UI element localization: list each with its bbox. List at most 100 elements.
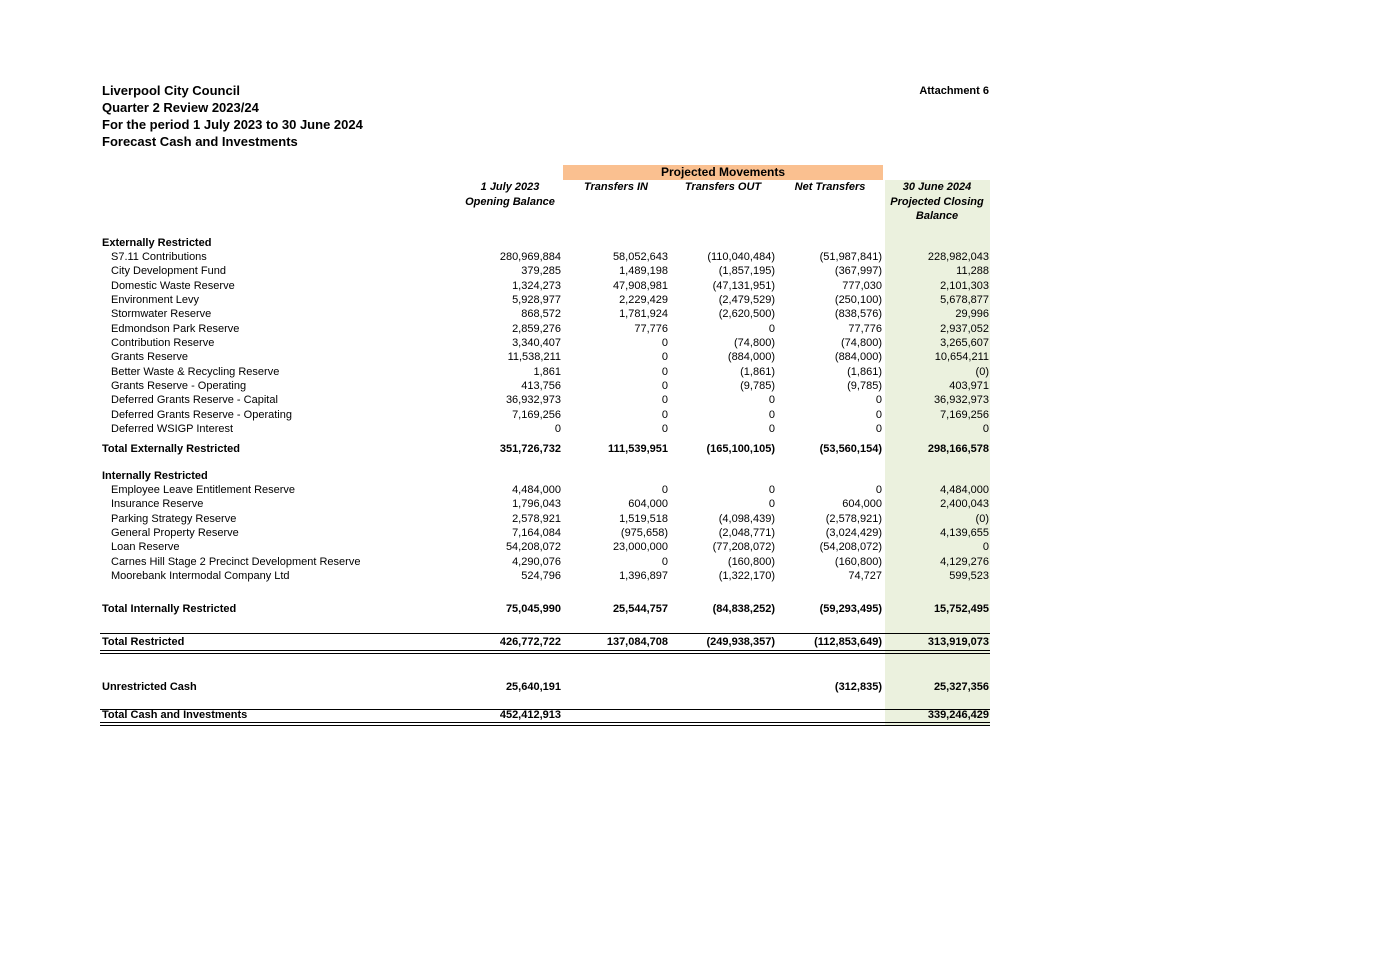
title-line: Quarter 2 Review 2023/24 <box>102 100 259 115</box>
row-label: Environment Levy <box>111 293 200 306</box>
cell-value: 1,519,518 <box>619 512 668 525</box>
row-label: Carnes Hill Stage 2 Precinct Development… <box>111 555 361 568</box>
cell-value: 0 <box>661 351 668 364</box>
cell-value: 403,971 <box>949 379 989 392</box>
cell-value: (1,857,195) <box>718 265 775 278</box>
row-label: Total Cash and Investments <box>102 709 248 721</box>
cell-value: 0 <box>875 408 882 421</box>
cell-value: (884,000) <box>834 351 882 364</box>
row-label: Domestic Waste Reserve <box>111 279 235 292</box>
cell-value: 2,229,429 <box>619 293 668 306</box>
cell-value: (51,987,841) <box>819 251 882 263</box>
cell-value: 1,489,198 <box>619 265 668 278</box>
cell-value: (312,835) <box>834 681 882 693</box>
cell-value: 0 <box>768 498 775 511</box>
cell-value: (975,658) <box>620 526 668 539</box>
cell-value: 4,484,000 <box>940 484 989 496</box>
rule <box>100 725 990 726</box>
cell-value: (1,861) <box>847 365 882 378</box>
cell-value: (367,997) <box>834 265 882 278</box>
cell-value: 280,969,884 <box>499 251 561 263</box>
cell-value: 4,139,655 <box>940 526 989 539</box>
row-label: Deferred Grants Reserve - Capital <box>111 394 278 407</box>
cell-value: (59,293,495) <box>819 603 882 615</box>
cell-value: 0 <box>982 422 989 435</box>
cell-value: 137,084,708 <box>606 636 668 648</box>
column-header: Net Transfers <box>794 181 866 193</box>
cell-value: 0 <box>661 484 668 496</box>
cell-value: (0) <box>975 512 989 525</box>
cell-value: (9,785) <box>847 379 882 392</box>
cell-value: 4,129,276 <box>940 555 989 568</box>
cell-value: 3,265,607 <box>940 336 989 349</box>
cell-value: 777,030 <box>842 279 882 292</box>
projected-movements-band <box>563 165 883 180</box>
cell-value: 604,000 <box>628 498 668 511</box>
cell-value: 604,000 <box>842 498 882 511</box>
row-label: Grants Reserve <box>111 351 189 364</box>
column-header: Transfers OUT <box>684 181 762 193</box>
title-line: Forecast Cash and Investments <box>102 134 298 149</box>
cell-value: 4,290,076 <box>512 555 561 568</box>
cell-value: (2,479,529) <box>718 293 775 306</box>
cell-value: 2,937,052 <box>940 322 989 335</box>
cell-value: 111,539,951 <box>608 443 668 455</box>
cell-value: 339,246,429 <box>927 709 989 721</box>
cell-value: 25,640,191 <box>505 681 561 693</box>
cell-value: (249,938,357) <box>706 636 776 648</box>
cell-value: (838,576) <box>834 308 882 321</box>
cell-value: 3,340,407 <box>512 336 561 349</box>
cell-value: 36,932,973 <box>505 394 561 407</box>
row-label: Total Internally Restricted <box>102 603 237 615</box>
cell-value: 74,727 <box>848 569 882 582</box>
title-line: For the period 1 July 2023 to 30 June 20… <box>102 117 363 132</box>
cell-value: 1,781,924 <box>619 308 668 321</box>
cell-value: (0) <box>975 365 989 378</box>
cell-value: 0 <box>661 408 668 421</box>
cell-value: 0 <box>982 541 989 554</box>
cell-value: 5,928,977 <box>512 293 561 306</box>
row-label: Better Waste & Recycling Reserve <box>111 365 280 378</box>
cell-value: 0 <box>875 422 882 435</box>
cell-value: 0 <box>661 336 668 349</box>
cell-value: 7,169,256 <box>512 408 561 421</box>
cell-value: 0 <box>661 394 668 407</box>
cell-value: 379,285 <box>521 265 561 278</box>
cell-value: (1,861) <box>740 365 775 378</box>
section-heading: Externally Restricted <box>102 237 212 249</box>
cell-value: (1,322,170) <box>718 569 775 582</box>
column-header: 30 June 2024 <box>902 181 972 193</box>
cell-value: 47,908,981 <box>612 279 668 292</box>
cell-value: (2,578,921) <box>825 512 882 525</box>
cell-value: 11,538,211 <box>507 351 561 364</box>
cell-value: 58,052,643 <box>612 251 668 263</box>
cell-value: (112,853,649) <box>814 636 882 648</box>
cell-value: (160,800) <box>834 555 882 568</box>
rule <box>100 722 990 723</box>
row-label: Loan Reserve <box>111 541 180 554</box>
rule <box>100 653 990 654</box>
cell-value: 0 <box>875 394 882 407</box>
cell-value: 5,678,877 <box>940 293 989 306</box>
cell-value: 4,484,000 <box>512 484 561 496</box>
cell-value: (84,838,252) <box>712 603 775 615</box>
row-label: Total Restricted <box>102 636 185 648</box>
cell-value: 23,000,000 <box>612 541 668 554</box>
cell-value: 298,166,578 <box>927 443 989 455</box>
rule <box>100 633 990 634</box>
cell-value: (110,040,484) <box>707 251 775 263</box>
row-label: S7.11 Contributions <box>111 251 207 263</box>
cell-value: 0 <box>768 422 775 435</box>
cell-value: (53,560,154) <box>819 443 882 455</box>
closing-balance-shade <box>885 180 990 725</box>
cell-value: 1,796,043 <box>512 498 561 511</box>
row-label: Grants Reserve - Operating <box>111 379 247 392</box>
cell-value: 0 <box>768 484 775 496</box>
cell-value: (3,024,429) <box>825 526 882 539</box>
cell-value: 228,982,043 <box>927 251 989 263</box>
column-header: Transfers IN <box>584 181 648 193</box>
cell-value: (47,131,951) <box>712 279 775 292</box>
row-label: Deferred Grants Reserve - Operating <box>111 408 292 421</box>
cell-value: 77,776 <box>848 322 882 335</box>
